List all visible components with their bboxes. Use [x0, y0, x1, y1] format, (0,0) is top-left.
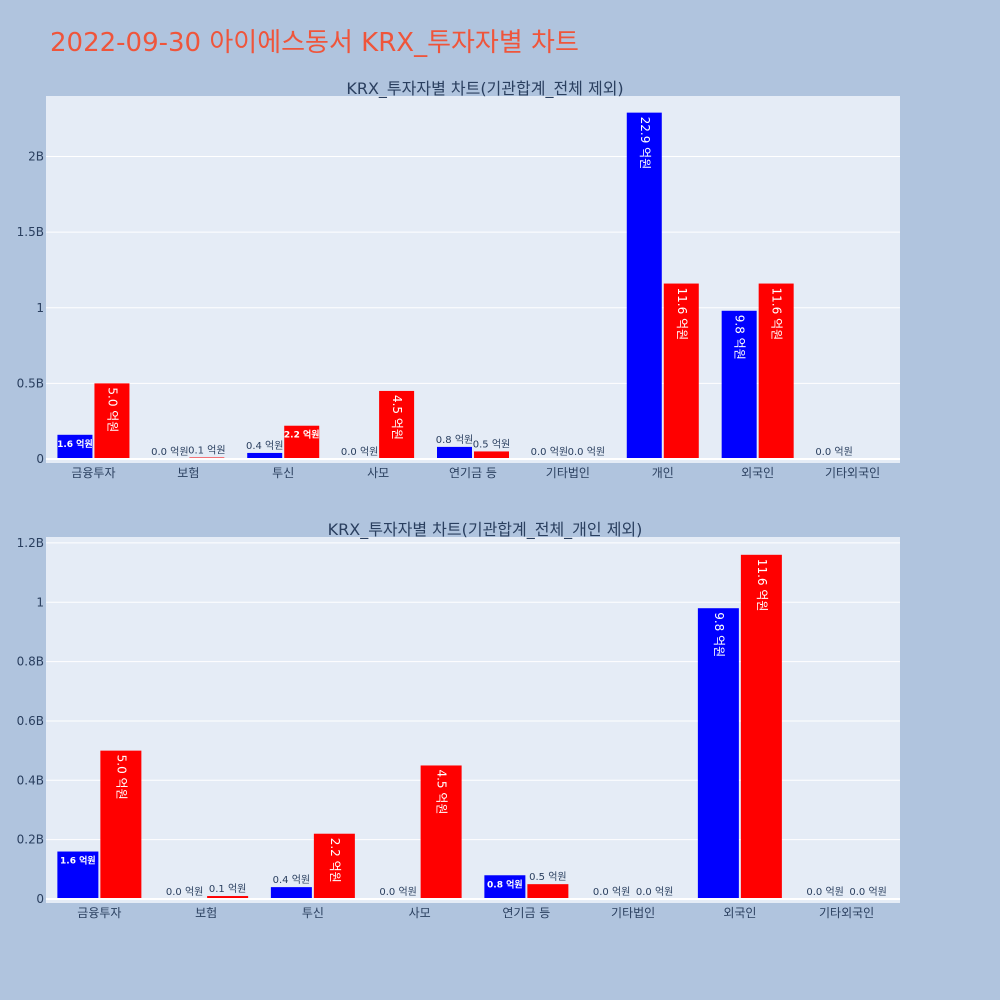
- data-label: 5.0 억원: [105, 387, 119, 432]
- bar: [100, 750, 142, 899]
- data-label: 0.1 억원: [209, 883, 246, 895]
- data-label: 0.0 억원: [341, 446, 378, 458]
- data-label: 0.4 억원: [273, 874, 310, 886]
- data-label: 5.0 억원: [114, 755, 128, 800]
- data-label: 2.2 억원: [328, 838, 342, 883]
- data-label: 4.5 억원: [435, 769, 449, 814]
- data-label: 0.0 억원: [636, 886, 673, 898]
- bar: [740, 554, 782, 899]
- bar: [94, 383, 130, 459]
- bar: [57, 851, 99, 899]
- bar: [207, 896, 249, 899]
- x-tick-label: 기타법인: [546, 466, 590, 480]
- data-label: 0.1 억원: [188, 444, 225, 456]
- bar: [313, 833, 355, 899]
- x-tick-label: 연기금 등: [502, 906, 550, 920]
- data-label: 0.8 억원: [487, 878, 523, 890]
- x-tick-label: 개인: [652, 466, 674, 480]
- data-label: 0.4 억원: [246, 440, 283, 452]
- bar: [484, 875, 526, 899]
- data-label: 4.5 억원: [390, 395, 404, 440]
- x-tick-label: 외국인: [741, 466, 774, 480]
- chart-title: KRX_투자자별 차트(기관합계_전체 제외): [346, 79, 623, 99]
- data-label: 0.0 억원: [815, 446, 852, 458]
- x-tick-label: 보험: [195, 906, 217, 920]
- x-tick-label: 보험: [177, 466, 199, 480]
- data-label: 0.5 억원: [529, 871, 566, 883]
- bar: [437, 446, 472, 459]
- y-tick-label: 0.8B: [17, 655, 44, 669]
- bar: [379, 390, 415, 459]
- bar: [697, 608, 739, 899]
- data-label: 2.2 억원: [284, 429, 320, 441]
- y-tick-label: 1: [36, 301, 44, 315]
- data-label: 9.8 억원: [733, 315, 747, 360]
- x-tick-label: 연기금 등: [449, 466, 497, 480]
- data-label: 11.6 억원: [755, 559, 769, 612]
- chart-title: KRX_투자자별 차트(기관합계_전체_개인 제외): [328, 520, 643, 540]
- x-tick-label: 금융투자: [71, 466, 115, 480]
- bar: [721, 310, 757, 459]
- data-label: 0.0 억원: [593, 886, 630, 898]
- data-label: 0.0 억원: [151, 446, 188, 458]
- bar: [57, 434, 93, 459]
- y-tick-label: 0: [36, 452, 44, 466]
- data-label: 0.8 억원: [436, 434, 473, 446]
- bar: [247, 452, 283, 459]
- data-label: 0.5 억원: [473, 438, 510, 450]
- data-label: 11.6 억원: [770, 288, 784, 341]
- x-tick-label: 투신: [272, 466, 294, 480]
- x-tick-label: 사모: [367, 466, 389, 480]
- data-label: 0.0 억원: [849, 886, 886, 898]
- x-tick-label: 기타외국인: [825, 466, 880, 480]
- data-label: 0.0 억원: [379, 886, 416, 898]
- data-label: 1.6 억원: [60, 855, 96, 867]
- y-tick-label: 0.4B: [17, 773, 44, 787]
- plot-area: [46, 96, 900, 463]
- data-label: 0.0 억원: [568, 446, 605, 458]
- data-label: 11.6 억원: [675, 288, 689, 341]
- y-tick-label: 0.2B: [17, 833, 44, 847]
- y-tick-label: 1: [36, 595, 44, 609]
- bar: [626, 112, 662, 459]
- bar: [527, 884, 569, 899]
- x-tick-label: 외국인: [723, 906, 756, 920]
- data-label: 0.0 억원: [166, 886, 203, 898]
- y-tick-label: 0.6B: [17, 714, 44, 728]
- x-tick-label: 기타법인: [611, 906, 655, 920]
- data-label: 9.8 억원: [712, 612, 726, 657]
- x-tick-label: 사모: [409, 906, 431, 920]
- y-tick-label: 1.5B: [17, 225, 44, 239]
- y-tick-label: 1.2B: [17, 536, 44, 550]
- bar: [474, 451, 509, 459]
- bar: [284, 425, 320, 459]
- bar: [758, 283, 794, 459]
- x-tick-label: 금융투자: [77, 906, 121, 920]
- x-tick-label: 투신: [302, 906, 324, 920]
- bar: [270, 887, 312, 899]
- data-label: 0.0 억원: [806, 886, 843, 898]
- x-tick-label: 기타외국인: [819, 906, 874, 920]
- y-tick-label: 0.5B: [17, 376, 44, 390]
- y-tick-label: 2B: [28, 150, 44, 164]
- main-title: 2022-09-30 아이에스동서 KRX_투자자별 차트: [50, 28, 579, 58]
- data-label: 22.9 억원: [638, 117, 652, 170]
- data-label: 1.6 억원: [57, 438, 93, 450]
- bar: [663, 283, 699, 459]
- data-label: 0.0 억원: [531, 446, 568, 458]
- chart-1: KRX_투자자별 차트(기관합계_전체_개인 제외) 0 0.2B 0.4B 0.6B 0…: [17, 520, 900, 920]
- bar: [420, 765, 462, 899]
- y-tick-label: 0: [36, 892, 44, 906]
- chart-0: KRX_투자자별 차트(기관합계_전체 제외) 0 0.5B 1 1.5B 2B 금융투자 1…: [17, 79, 900, 480]
